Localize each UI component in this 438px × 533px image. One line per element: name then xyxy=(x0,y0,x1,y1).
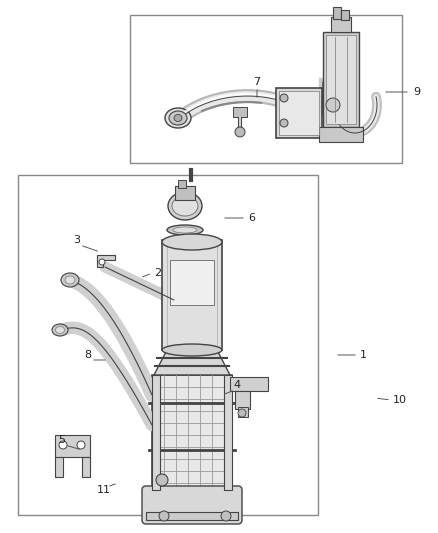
Text: 1: 1 xyxy=(360,350,367,360)
Ellipse shape xyxy=(56,327,64,334)
Text: 9: 9 xyxy=(413,87,420,97)
Bar xyxy=(323,32,359,127)
Polygon shape xyxy=(154,350,230,375)
Ellipse shape xyxy=(174,115,182,122)
Bar xyxy=(341,10,349,20)
Bar xyxy=(233,107,247,117)
Ellipse shape xyxy=(168,192,202,220)
Ellipse shape xyxy=(52,324,68,336)
Bar xyxy=(162,240,222,350)
Bar xyxy=(224,375,232,490)
Bar xyxy=(18,175,318,515)
Ellipse shape xyxy=(65,276,75,284)
Ellipse shape xyxy=(172,196,198,216)
Bar xyxy=(175,186,195,200)
Text: 4: 4 xyxy=(233,380,240,390)
Bar xyxy=(82,457,90,477)
Circle shape xyxy=(77,441,85,449)
Circle shape xyxy=(221,511,231,521)
Circle shape xyxy=(156,474,168,486)
Bar xyxy=(152,375,160,490)
Circle shape xyxy=(59,441,67,449)
Circle shape xyxy=(99,259,105,265)
Bar xyxy=(331,17,351,32)
FancyBboxPatch shape xyxy=(142,486,242,524)
Text: 2: 2 xyxy=(154,268,161,278)
Bar xyxy=(152,375,232,490)
Text: 5: 5 xyxy=(59,435,66,445)
Bar xyxy=(276,88,322,138)
Bar xyxy=(235,391,250,409)
Text: 3: 3 xyxy=(74,235,81,245)
Text: 10: 10 xyxy=(393,395,407,405)
Bar xyxy=(146,512,238,520)
Bar xyxy=(230,377,268,391)
Ellipse shape xyxy=(173,227,197,233)
Circle shape xyxy=(280,119,288,127)
Ellipse shape xyxy=(162,234,222,250)
Ellipse shape xyxy=(169,111,187,125)
Bar xyxy=(55,457,63,477)
Bar xyxy=(326,35,356,124)
Circle shape xyxy=(159,511,169,521)
Bar xyxy=(170,260,214,305)
Bar xyxy=(319,127,363,142)
Circle shape xyxy=(280,94,288,102)
Text: 7: 7 xyxy=(254,77,261,87)
Circle shape xyxy=(326,98,340,112)
Bar xyxy=(238,407,248,417)
Ellipse shape xyxy=(61,273,79,287)
Bar xyxy=(279,91,319,135)
Text: 11: 11 xyxy=(97,485,111,495)
Ellipse shape xyxy=(167,225,203,235)
Ellipse shape xyxy=(162,344,222,356)
Circle shape xyxy=(235,127,245,137)
Bar xyxy=(333,7,341,19)
Ellipse shape xyxy=(165,108,191,128)
Bar xyxy=(130,15,402,163)
Text: 8: 8 xyxy=(85,350,92,360)
Bar xyxy=(55,435,90,457)
Text: 6: 6 xyxy=(248,213,255,223)
Polygon shape xyxy=(97,255,115,267)
Bar xyxy=(178,180,186,188)
Circle shape xyxy=(238,409,246,417)
